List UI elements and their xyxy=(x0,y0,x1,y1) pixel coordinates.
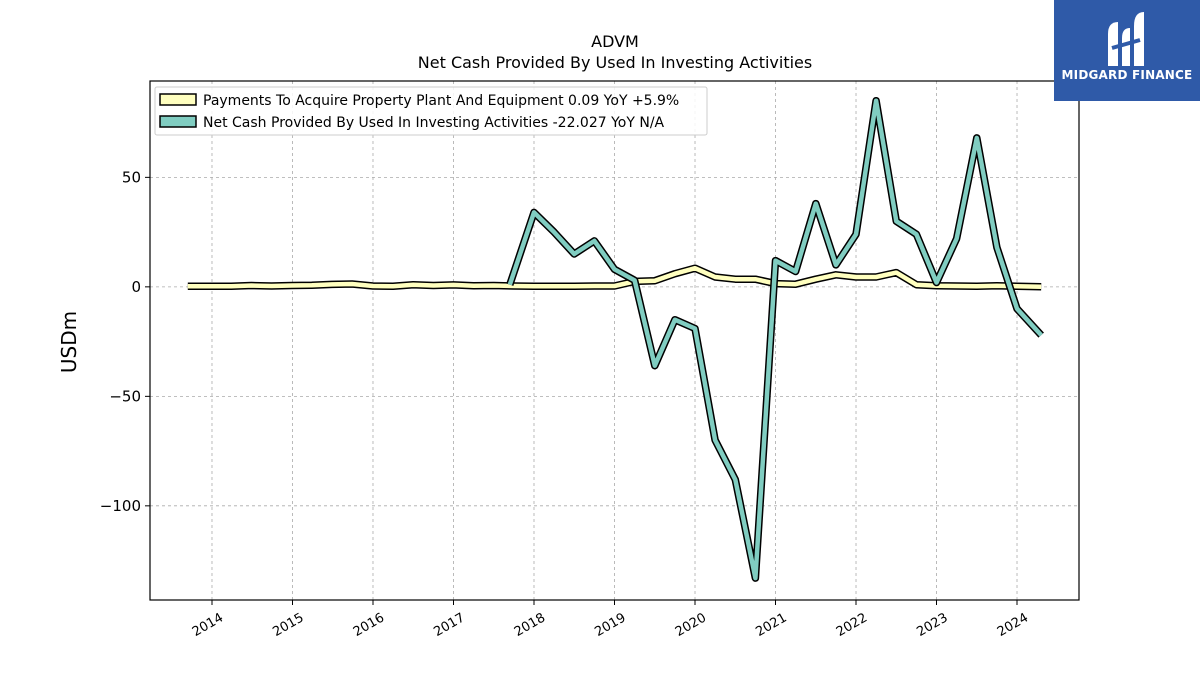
y-axis-label: USDm xyxy=(57,311,81,373)
legend-swatch-investing xyxy=(159,115,197,128)
x-tick-label: 2017 xyxy=(431,610,467,640)
logo-text: MIDGARD FINANCE xyxy=(1061,68,1193,82)
series-layer xyxy=(187,96,1044,582)
brand-logo: MIDGARD FINANCE xyxy=(1054,0,1200,101)
grid xyxy=(150,81,1079,600)
y-tick-label: 0 xyxy=(131,278,141,296)
y-axis: 50 0 −50 −100 xyxy=(100,168,150,515)
legend-swatch-capex xyxy=(159,93,197,106)
y-tick-label: −50 xyxy=(109,387,141,405)
legend-box xyxy=(154,86,708,136)
x-tick-label: 2014 xyxy=(190,610,226,640)
investing-cash-line xyxy=(507,98,1043,581)
legend: Payments To Acquire Property Plant And E… xyxy=(154,86,708,136)
x-tick-label: 2018 xyxy=(512,610,548,640)
x-tick-label: 2015 xyxy=(270,610,306,640)
x-tick-label: 2020 xyxy=(673,610,709,640)
x-axis: 2014 2015 2016 2017 2018 2019 2020 2021 2022 2023… xyxy=(190,600,1031,640)
chart-title: ADVM xyxy=(591,32,639,51)
chart-subtitle: Net Cash Provided By Used In Investing A… xyxy=(418,53,812,72)
legend-label-investing: Net Cash Provided By Used In Investing A… xyxy=(203,115,665,131)
x-tick-label: 2019 xyxy=(592,610,628,640)
logo-mark-icon xyxy=(1108,12,1144,66)
x-tick-label: 2021 xyxy=(753,610,789,640)
x-tick-label: 2022 xyxy=(834,610,870,640)
legend-label-capex: Payments To Acquire Property Plant And E… xyxy=(203,93,679,109)
x-tick-label: 2016 xyxy=(351,610,387,640)
x-tick-label: 2024 xyxy=(995,610,1031,640)
x-tick-label: 2023 xyxy=(914,610,950,640)
capex-line xyxy=(187,265,1042,289)
y-tick-label: 50 xyxy=(122,168,141,186)
y-tick-label: −100 xyxy=(100,497,141,515)
